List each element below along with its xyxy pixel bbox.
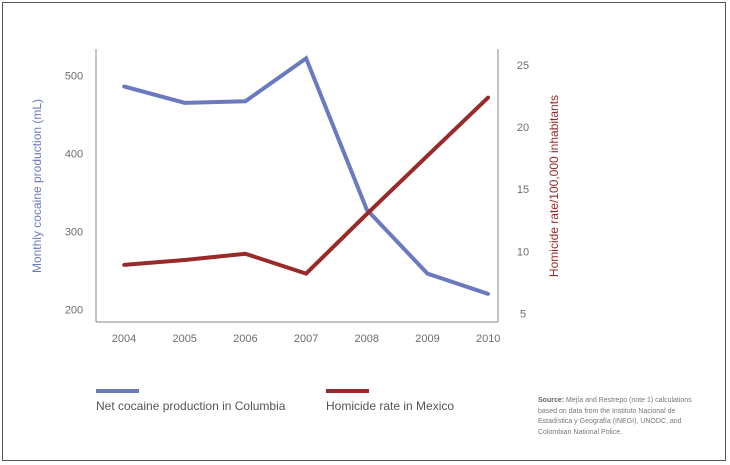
- source-label: Source:: [538, 397, 565, 404]
- y2-tick-label: 20: [517, 122, 529, 134]
- data-point-cocaine: [122, 84, 126, 89]
- legend-swatch-homicide: [326, 389, 369, 393]
- data-point-cocaine: [243, 99, 248, 104]
- y-axis-title: Monthly cocaine production (mL): [30, 99, 44, 273]
- data-point-homicide: [182, 258, 187, 262]
- legend: Net cocaine production in Columbia Homici…: [96, 389, 454, 413]
- x-tick-label: 2009: [415, 333, 439, 345]
- y-tick-label: 500: [65, 71, 83, 83]
- data-point-homicide: [486, 95, 491, 100]
- data-point-homicide: [304, 271, 308, 276]
- legend-swatch-cocaine: [96, 389, 139, 393]
- source-note: Source: Mejía and Restrepo (note 1) calc…: [538, 396, 710, 438]
- x-tick-label: 2004: [112, 333, 136, 345]
- x-tick-label: 2010: [476, 333, 500, 345]
- x-tick-label: 2008: [355, 333, 379, 345]
- x-tick-label: 2005: [172, 333, 196, 345]
- data-point-homicide: [122, 263, 126, 267]
- legend-label-homicide: Homicide rate in Mexico: [326, 399, 454, 413]
- y2-tick-label: 10: [517, 246, 529, 258]
- y2-axis-title: Homicide rate/100,000 inhabitants: [547, 95, 561, 277]
- chart-marks: [122, 55, 491, 296]
- data-point-cocaine: [182, 101, 187, 105]
- x-tick-label: 2007: [294, 333, 318, 345]
- y2-tick-label: 25: [517, 60, 529, 72]
- y2-tick-label: 15: [517, 184, 529, 196]
- chart-frame: [2, 2, 726, 461]
- data-point-cocaine: [425, 271, 430, 276]
- data-point-cocaine: [486, 292, 491, 296]
- x-tick-label: 2006: [233, 333, 257, 345]
- y-tick-label: 200: [65, 305, 83, 317]
- source-text: Mejía and Restrepo (note 1) calculations…: [538, 397, 692, 436]
- y-tick-label: 300: [65, 227, 83, 239]
- data-point-homicide: [243, 251, 248, 256]
- series-line-homicide: [123, 95, 490, 276]
- data-point-cocaine: [304, 56, 308, 61]
- data-point-homicide: [365, 212, 369, 216]
- y2-tick-label: 5: [520, 308, 526, 320]
- y-tick-label: 400: [65, 149, 83, 161]
- data-point-homicide: [425, 153, 430, 158]
- legend-label-cocaine: Net cocaine production in Columbia: [96, 399, 286, 413]
- chart-ticks: 2004 2005 2006 2007 2008 2009 2010200300400500…: [30, 60, 561, 345]
- chart-axes: [95, 49, 499, 323]
